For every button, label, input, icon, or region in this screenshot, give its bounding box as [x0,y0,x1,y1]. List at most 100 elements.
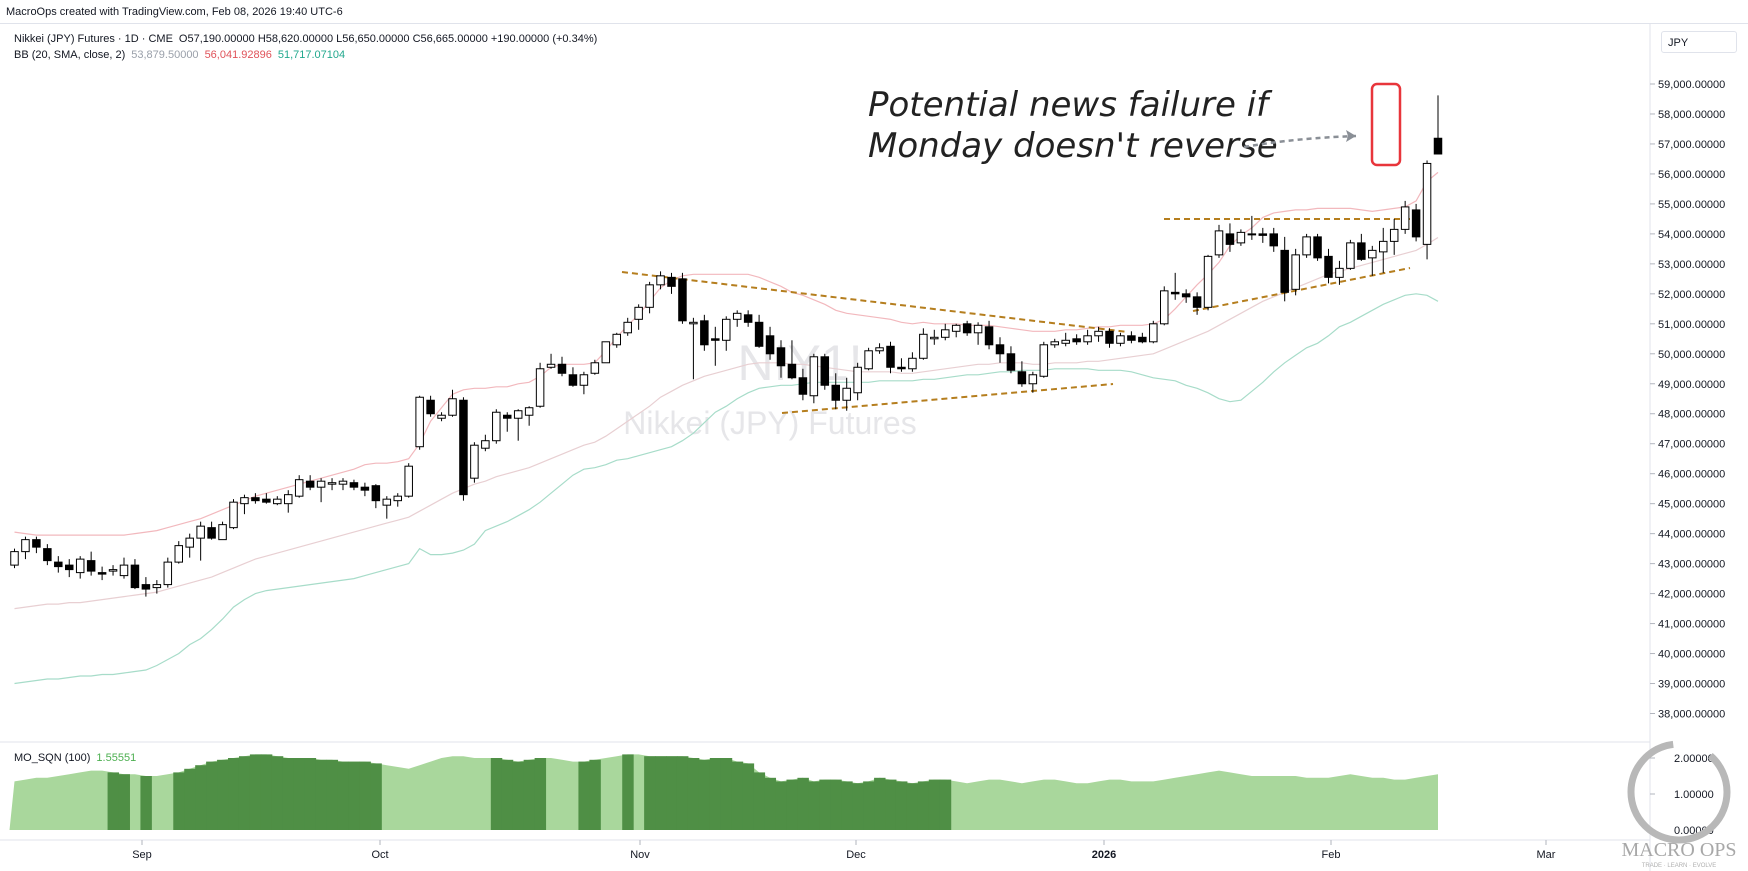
candle-body [130,564,140,589]
candle-body [327,482,337,485]
candle-body [1214,230,1224,256]
sqn-dark-segment [512,761,525,830]
symbol-label[interactable]: Nikkei (JPY) Futures · 1D · CME [14,33,173,45]
logo-name: MACRO OPS [1621,839,1736,861]
price-tick-label: 58,000.00000 [1658,109,1725,121]
candle [108,565,118,576]
candle [316,478,326,503]
candle [240,494,249,515]
sqn-dark-segment [709,758,722,830]
candle-body [108,569,118,572]
candle [393,493,402,507]
attribution-bar: MacroOps created with TradingView.com, F… [0,0,1748,24]
candle [897,358,906,372]
candle-body [645,284,654,308]
price-tick-label: 51,000.00000 [1658,319,1725,331]
candle-body [470,444,479,479]
candle [513,409,523,441]
candle-body [1105,330,1114,344]
candle [1411,203,1421,242]
candle-body [689,321,698,325]
candle-body [1302,236,1311,256]
candle [119,557,129,579]
sqn-pane [9,754,1438,830]
candle-body [1083,335,1092,343]
candle [524,406,534,426]
sqn-dark-segment [895,781,908,830]
candle [1280,236,1289,302]
bb-upper-value: 56,041.92896 [204,49,272,61]
candle [1094,326,1103,342]
candle [54,556,63,573]
candle-body [1389,228,1399,242]
sqn-dark-segment [742,763,755,830]
candle [557,356,567,377]
price-tick-label: 57,000.00000 [1658,139,1725,151]
candle-body [86,560,96,572]
price-axis[interactable]: 38,000.00000 39,000.00000 40,000.00000 41,0… [1650,79,1725,720]
candle-body [656,275,665,286]
currency-selector[interactable]: JPY [1661,31,1737,53]
candle-body [349,482,359,488]
candle [700,314,709,351]
candle [229,499,238,530]
bb-label[interactable]: BB (20, SMA, close, 2) [14,49,126,61]
candle-body [251,497,260,502]
candle-body [579,374,589,386]
candle-body [634,306,643,320]
bb-upper-line [14,171,1439,536]
candle-body [1247,233,1257,236]
candle [1368,245,1377,276]
sqn-legend: MO_SQN (100) 1.55551 [14,752,142,764]
candle [218,521,227,541]
candle [919,328,928,360]
candle-body [1170,291,1180,295]
ohlc-values: O57,190.00000 H58,620.00000 L56,650.0000… [178,33,598,45]
candle [294,475,304,498]
candle-body [415,396,424,448]
candle-body [557,363,567,374]
sqn-dark-segment [293,758,306,830]
candle-body [1116,335,1125,344]
sqn-dark-segment [666,756,678,830]
candle [667,272,676,294]
candle-body [207,527,216,539]
candle-body [338,480,348,485]
candle [1400,200,1410,234]
candle-body [765,335,775,355]
candle [86,551,96,576]
sqn-label[interactable]: MO_SQN (100) [14,752,91,764]
candle-body [951,324,961,332]
candle-body [21,539,30,553]
time-tick-label: Nov [630,849,650,861]
candle [612,332,621,348]
candle-body [1346,242,1355,269]
candle-body [590,362,600,374]
candle-body [612,333,621,346]
candle-body [962,323,972,334]
price-tick-label: 44,000.00000 [1658,529,1725,541]
candle [1335,260,1344,285]
candle-body [262,498,271,503]
candle [908,352,917,372]
candle-body [864,350,873,370]
candle [1116,332,1125,347]
candle [535,362,545,408]
candle-body [973,324,983,334]
candle [962,320,972,336]
sqn-dark-segment [140,776,152,830]
time-axis[interactable]: Sep Oct Nov Dec 2026 Feb Mar [132,840,1556,861]
candle-body [316,480,326,488]
candle-body [930,336,939,340]
candle [1346,239,1355,270]
candle-body [1039,344,1049,377]
time-tick-label: Sep [132,849,152,861]
candle [546,353,556,369]
candle-body [535,368,545,407]
candle [1127,331,1136,344]
candle-body [503,414,512,419]
candle-body [196,525,205,539]
candle [579,371,589,395]
